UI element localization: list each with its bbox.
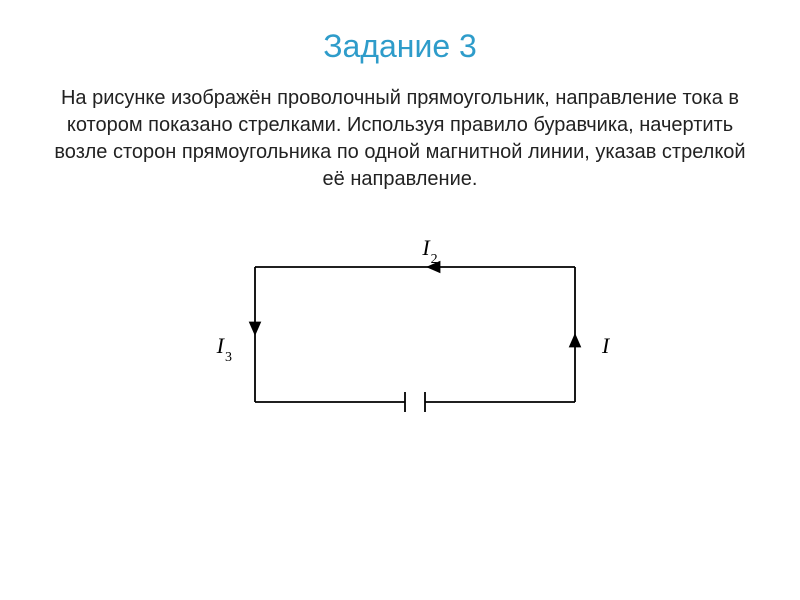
svg-text:I2: I2 [421, 235, 437, 267]
task-description: На рисунке изображён проволочный прямоуг… [50, 85, 750, 193]
svg-text:I3: I3 [216, 333, 232, 365]
circuit-diagram: I2 I3 I1 [190, 227, 610, 442]
slide-title: Задание 3 [0, 28, 800, 65]
svg-text:I1: I1 [601, 333, 610, 365]
diagram-container: I2 I3 I1 [0, 227, 800, 442]
